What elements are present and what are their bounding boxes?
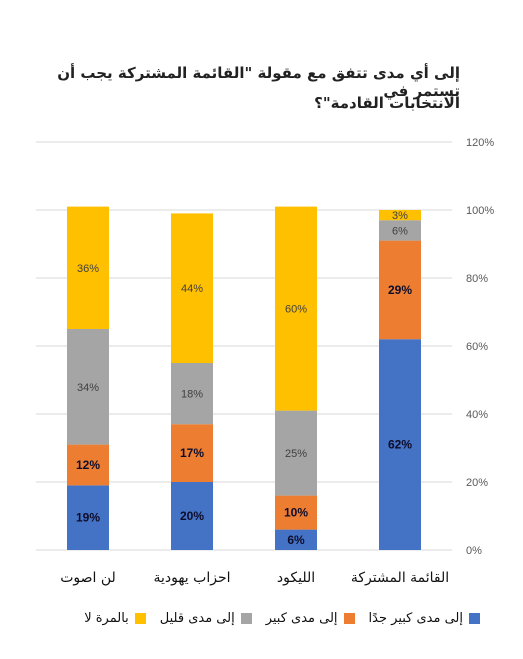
bar-segment [275, 206, 317, 411]
data-label: 19% [76, 511, 100, 525]
legend-swatch [240, 612, 252, 624]
legend-item: إلى مدى كبير جدًا [369, 611, 480, 626]
bar-segment [67, 206, 109, 329]
data-label: 3% [392, 210, 408, 222]
bar-segment [379, 240, 421, 340]
bar-segment [171, 424, 213, 482]
data-label: 6% [287, 533, 305, 547]
legend-swatch [343, 612, 355, 624]
data-label: 18% [181, 389, 203, 401]
bar-segment [67, 485, 109, 550]
category-label: احزاب يهودية [153, 570, 230, 586]
category-label: القائمة المشتركة [351, 570, 449, 586]
category-label: لن اصوت [60, 570, 116, 586]
bar-segment [171, 213, 213, 363]
y-tick-label: 120% [466, 137, 494, 149]
y-tick-label: 60% [466, 341, 488, 353]
bar-segment [379, 210, 421, 221]
y-tick-label: 20% [466, 477, 488, 489]
legend-label: إلى مدى قليل [159, 610, 235, 626]
legend-swatch [469, 612, 480, 624]
legend-label: إلى مدى كبير [265, 610, 338, 626]
data-label: 25% [285, 448, 307, 460]
category-label: الليكود [277, 570, 315, 586]
data-label: 62% [388, 438, 412, 452]
bar-segment [171, 482, 213, 550]
data-label: 17% [180, 446, 204, 460]
y-tick-label: 100% [466, 205, 494, 217]
chart-title-line-1: إلى أي مدى تتفق مع مقولة "القائمة المشتر… [57, 64, 460, 100]
data-label: 44% [181, 283, 203, 295]
bar-segment [67, 444, 109, 486]
data-label: 12% [76, 458, 100, 472]
data-label: 10% [284, 506, 308, 520]
chart-title-line-2: الانتخابات القادمة"؟ [314, 94, 460, 112]
bar-segment [67, 329, 109, 445]
legend-item: إلى مدى قليل [160, 611, 252, 626]
legend-item: بالمرة لا [84, 611, 146, 626]
legend-item: إلى مدى كبير [266, 611, 355, 626]
data-label: 34% [77, 382, 99, 394]
data-label: 20% [180, 509, 204, 523]
y-tick-label: 0% [466, 545, 482, 557]
legend-swatch [134, 612, 146, 624]
data-label: 6% [392, 225, 408, 237]
bar-segment [171, 363, 213, 425]
bar-segment [379, 339, 421, 550]
data-label: 29% [388, 283, 412, 297]
chart-legend: إلى مدى كبير جدًا إلى مدى كبير إلى مدى قلي… [40, 606, 480, 630]
y-tick-label: 40% [466, 409, 488, 421]
y-tick-label: 80% [466, 273, 488, 285]
legend-label: إلى مدى كبير جدًا [368, 610, 463, 626]
bar-segment [275, 495, 317, 530]
data-label: 36% [77, 263, 99, 275]
legend-label: بالمرة لا [84, 610, 129, 626]
bar-segment [275, 410, 317, 496]
bar-segment [379, 220, 421, 241]
bar-segment [275, 529, 317, 550]
data-label: 60% [285, 304, 307, 316]
